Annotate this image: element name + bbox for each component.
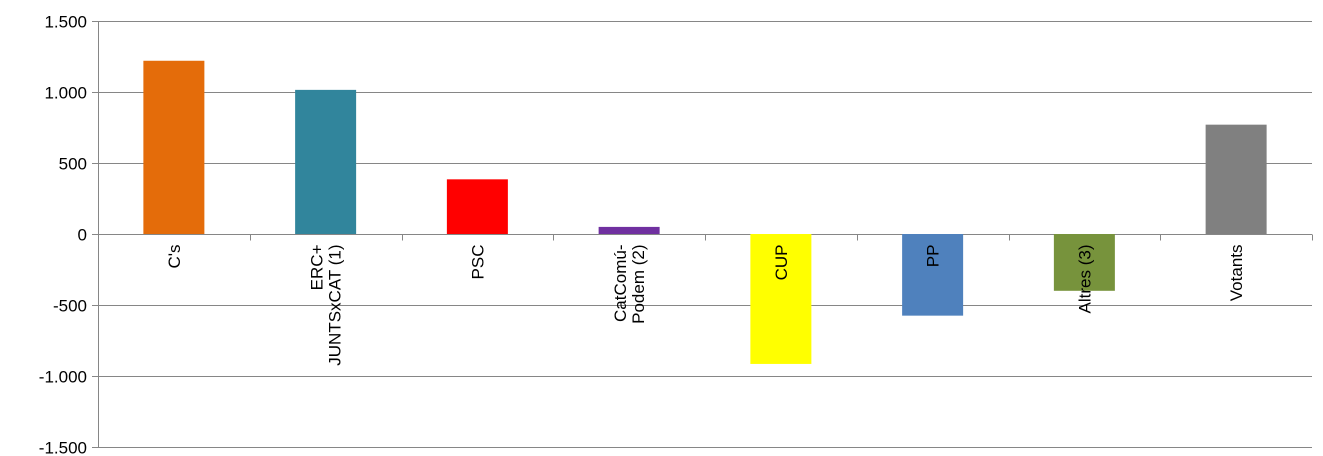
category-label-line: CatComú- [611, 245, 630, 322]
bar [598, 226, 660, 234]
category-label-line: Podem (2) [629, 245, 648, 324]
category-label-line: CUP [772, 245, 791, 281]
y-tick-label: -1.500 [39, 439, 87, 456]
category-labels: C's ERC+JUNTSxCAT (1) PSC CatComú-Podem (2)… [165, 244, 1246, 365]
y-tick-label: 1.500 [44, 13, 87, 32]
category-label: C's [165, 245, 184, 269]
bar [295, 89, 357, 235]
bar [750, 234, 812, 364]
y-tick-label: 500 [59, 155, 87, 174]
category-label: Votants [1227, 245, 1246, 302]
category-label-line: C's [165, 245, 184, 269]
bar [1053, 234, 1115, 291]
category-label-line: Votants [1227, 245, 1246, 302]
category-label: PP [924, 245, 943, 268]
bar [446, 179, 508, 234]
category-label: PSC [468, 245, 487, 280]
bar [902, 234, 964, 316]
category-label-line: Altres (3) [1075, 245, 1094, 314]
category-label-line: ERC+ [308, 244, 327, 290]
bars [143, 60, 1267, 364]
y-tick-label: -500 [53, 297, 87, 316]
category-label-line: JUNTSxCAT (1) [326, 245, 345, 366]
y-tick-label: -1.000 [39, 368, 87, 387]
axes [92, 21, 1313, 448]
category-label: Altres (3) [1075, 245, 1094, 314]
category-label: ERC+JUNTSxCAT (1) [308, 244, 345, 365]
category-label-line: PSC [468, 245, 487, 280]
y-tick-labels: 1.500 1.000 500 0 -500 -1.000 -1.500 [39, 13, 87, 456]
y-tick-label: 0 [78, 226, 87, 245]
category-label: CatComú-Podem (2) [611, 245, 648, 324]
bar [1205, 124, 1267, 234]
bar [143, 60, 205, 235]
category-label-line: PP [924, 245, 943, 268]
y-tick-label: 1.000 [44, 84, 87, 103]
category-label: CUP [772, 245, 791, 281]
